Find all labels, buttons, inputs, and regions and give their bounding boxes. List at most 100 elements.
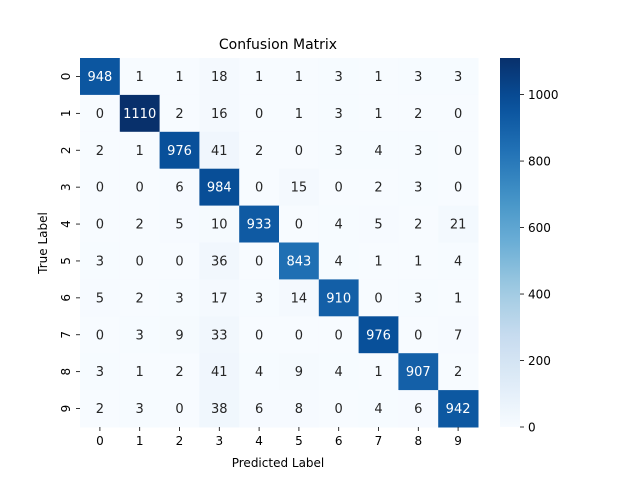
heatmap-cell (239, 94, 280, 133)
heatmap-cell (119, 94, 161, 133)
cell-value-label: 8 (295, 402, 303, 417)
x-tick-label: 4 (255, 434, 263, 448)
colorbar-tick-label: 1000 (528, 88, 559, 102)
heatmap-cell (119, 168, 161, 207)
x-tick-label: 1 (136, 434, 144, 448)
cell-value-label: 6 (414, 402, 422, 417)
cell-value-label: 942 (446, 402, 471, 417)
heatmap-cell (318, 390, 360, 428)
cell-value-label: 2 (96, 402, 104, 417)
heatmap-cell (358, 242, 399, 280)
cell-value-label: 1 (374, 254, 382, 269)
cell-value-label: 948 (87, 70, 112, 85)
cell-value-label: 2 (96, 144, 104, 159)
cell-value-label: 0 (255, 254, 263, 269)
colorbar-ticks: 0 200 400 600 800 1000 (520, 88, 559, 435)
x-axis-ticks: 0 1 2 3 4 5 6 7 8 9 (96, 427, 462, 448)
heatmap-cell (358, 94, 399, 133)
heatmap-cell (279, 316, 320, 354)
x-tick-label: 9 (454, 434, 462, 448)
heatmap-cell (398, 353, 439, 391)
heatmap-cell (199, 94, 240, 133)
cell-value-label: 1 (374, 70, 382, 85)
cell-value-label: 1 (295, 70, 303, 85)
cell-value-label: 3 (136, 328, 144, 343)
heatmap-cell (119, 205, 161, 243)
heatmap-cell (438, 94, 479, 133)
cell-value-label: 0 (374, 291, 382, 306)
cell-value-label: 4 (335, 254, 343, 269)
cell-value-label: 41 (211, 365, 228, 380)
cell-value-label: 3 (136, 402, 144, 417)
y-tick-label: 9 (59, 405, 73, 413)
cell-value-label: 4 (335, 365, 343, 380)
heatmap-cell (398, 390, 439, 428)
heatmap-cell (159, 353, 200, 391)
cell-value-label: 0 (335, 402, 343, 417)
cell-value-label: 1 (295, 107, 303, 122)
heatmap-cell (398, 316, 439, 354)
y-axis-ticks: 0 1 2 3 4 5 6 7 8 9 (59, 73, 80, 413)
cell-value-label: 18 (211, 70, 228, 85)
heatmap-cell (279, 94, 320, 133)
cell-value-label: 843 (286, 254, 311, 269)
heatmap-cell (279, 279, 320, 317)
heatmap-cell (398, 205, 439, 243)
cell-value-label: 0 (175, 254, 183, 269)
y-tick-label: 3 (59, 183, 73, 191)
heatmap-cell (80, 279, 121, 317)
cell-value-label: 5 (96, 291, 104, 306)
heatmap-cell (358, 279, 399, 317)
cell-value-label: 3 (454, 70, 462, 85)
cell-value-label: 2 (255, 144, 263, 159)
cell-value-label: 4 (335, 218, 343, 233)
heatmap-cell (279, 168, 320, 207)
y-tick-label: 5 (59, 257, 73, 265)
cell-value-label: 14 (291, 291, 308, 306)
cell-value-label: 2 (414, 107, 422, 122)
cell-value-label: 1 (136, 144, 144, 159)
heatmap-cell (119, 390, 161, 428)
heatmap-cell (438, 131, 479, 170)
heatmap-cell (239, 353, 280, 391)
y-tick-label: 8 (59, 368, 73, 376)
heatmap-cell (358, 131, 399, 170)
cell-value-label: 933 (247, 218, 272, 233)
cell-value-label: 4 (374, 144, 382, 159)
cell-value-label: 3 (335, 107, 343, 122)
cell-value-label: 2 (414, 218, 422, 233)
cell-value-label: 0 (295, 144, 303, 159)
heatmap-cell (358, 316, 399, 354)
heatmap-cell (159, 242, 200, 280)
chart-title: Confusion Matrix (219, 37, 337, 53)
heatmap-cell (80, 168, 121, 207)
cell-value-label: 0 (454, 107, 462, 122)
cell-value-label: 1 (136, 365, 144, 380)
heatmap-cell (159, 94, 200, 133)
heatmap-cell (398, 242, 439, 280)
heatmap-cell (318, 316, 360, 354)
heatmap-cell (80, 205, 121, 243)
cell-value-label: 2 (175, 365, 183, 380)
cell-value-label: 1 (175, 70, 183, 85)
x-tick-label: 2 (176, 434, 184, 448)
colorbar-tick-label: 800 (528, 155, 551, 169)
x-tick-label: 6 (335, 434, 343, 448)
heatmap-cell (159, 58, 200, 96)
heatmap-cell (438, 390, 479, 428)
cell-value-label: 1 (255, 70, 263, 85)
cell-value-label: 4 (374, 402, 382, 417)
cell-value-label: 33 (211, 328, 228, 343)
cell-value-label: 17 (211, 291, 228, 306)
cell-value-label: 3 (255, 291, 263, 306)
cell-value-label: 0 (96, 218, 104, 233)
heatmap-cell (239, 242, 280, 280)
heatmap-cell (80, 242, 121, 280)
heatmap-cell (239, 168, 280, 207)
heatmap-cell (239, 131, 280, 170)
cell-value-label: 21 (450, 218, 467, 233)
x-tick-label: 8 (414, 434, 422, 448)
colorbar-tick-label: 0 (528, 421, 536, 435)
cell-value-label: 6 (175, 181, 183, 196)
cell-value-label: 1 (454, 291, 462, 306)
